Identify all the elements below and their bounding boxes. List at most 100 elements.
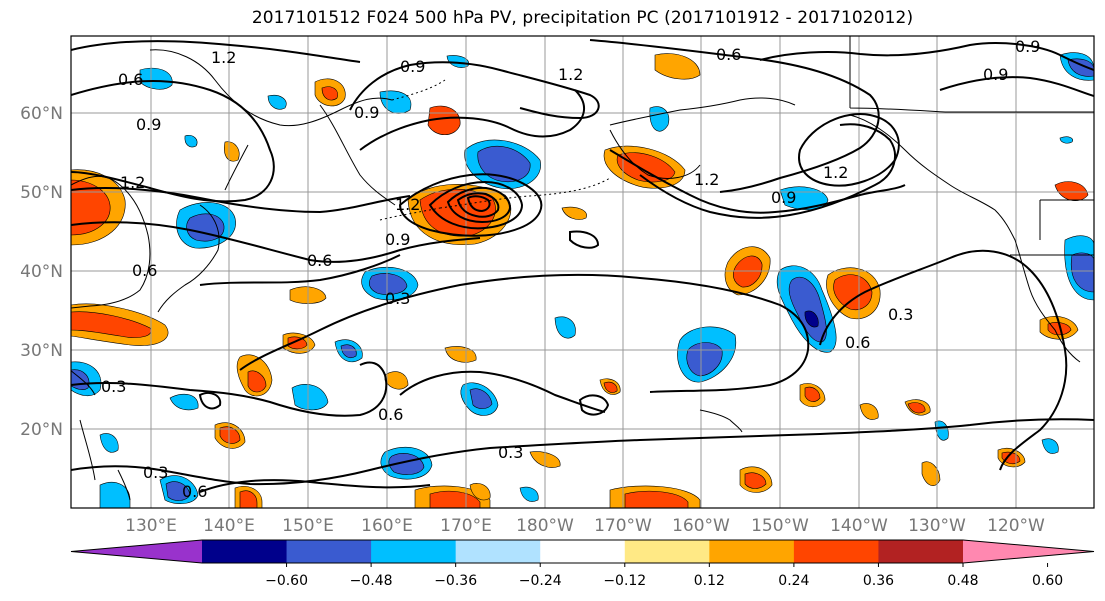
- pv-contour: [71, 361, 388, 417]
- colorbar-extend-low: [71, 540, 202, 563]
- precip-blob: [71, 179, 111, 236]
- precip-blob: [921, 461, 941, 486]
- coastline-aleutians: [379, 79, 611, 221]
- precip-blob: [907, 402, 926, 414]
- precip-blob: [804, 310, 819, 328]
- precip-blob: [833, 274, 873, 311]
- pv-contour: [569, 230, 600, 249]
- lat-label: 60°N: [20, 104, 63, 124]
- colorbar-segment: [371, 540, 457, 563]
- precip-blob: [1041, 438, 1059, 454]
- pv-contour: [428, 180, 524, 230]
- contour-label: 0.3: [385, 289, 410, 308]
- colorbar-tick-label: 0.36: [863, 573, 894, 589]
- precip-blob: [554, 316, 576, 339]
- lat-label: 50°N: [20, 183, 63, 203]
- pv-contour: [609, 149, 906, 214]
- coastline-islands: [71, 370, 131, 501]
- precip-blob: [139, 67, 173, 90]
- pv-contour: [239, 273, 810, 393]
- latitude-labels: 60°N 50°N 40°N 30°N 20°N: [20, 104, 63, 440]
- precip-blob: [224, 141, 240, 162]
- map-area: 1.2 0.6 0.9 0.9 0.6 0.9 0.9 1.2 0.9 1.2 …: [71, 36, 1094, 508]
- pv-contour: [71, 418, 1094, 486]
- contour-label: 1.2: [694, 170, 719, 189]
- colorbar-extend-high: [963, 540, 1094, 563]
- pv-contour: [798, 113, 900, 187]
- precip-blob: [368, 273, 408, 295]
- coastline-japan: [157, 144, 249, 313]
- graticule: [71, 36, 1094, 508]
- pv-contour: [71, 187, 411, 214]
- lon-label: 180°W: [516, 516, 574, 536]
- precip-blob: [321, 86, 338, 101]
- colorbar-outline: [70, 539, 1095, 564]
- contour-label: 0.6: [378, 405, 403, 424]
- precip-blob: [169, 393, 199, 411]
- lon-label: 160°E: [361, 516, 413, 536]
- precip-blob: [71, 311, 152, 338]
- lon-label: 170°E: [440, 516, 492, 536]
- precip-blob: [429, 490, 481, 508]
- precip-blob: [779, 186, 829, 210]
- precip-blob: [561, 206, 587, 220]
- lat-label: 30°N: [20, 341, 63, 361]
- colorbar-tick-label: −0.36: [434, 573, 477, 589]
- colorbar-segment: [286, 540, 372, 563]
- lon-label: 150°E: [282, 516, 334, 536]
- coastline-hawaii: [699, 409, 743, 433]
- pv-contour: [939, 76, 1094, 97]
- pv-contour: [819, 249, 1068, 471]
- lon-label: 130°E: [125, 516, 177, 536]
- lon-label: 160°W: [672, 516, 730, 536]
- precip-blob: [291, 384, 329, 411]
- precip-blob: [859, 403, 879, 420]
- pv-contour: [759, 42, 1094, 71]
- precip-blob: [654, 53, 701, 80]
- colorbar-tick-label: −0.24: [519, 573, 562, 589]
- coastline-kamchatka: [319, 104, 396, 206]
- contour-label: 0.3: [143, 463, 168, 482]
- contour-label: 1.2: [395, 195, 420, 214]
- colorbar-segment: [878, 540, 964, 563]
- lat-label: 40°N: [20, 262, 63, 282]
- lat-label: 20°N: [20, 420, 63, 440]
- colorbar-tick-label: 0.24: [778, 573, 809, 589]
- precip-blob: [477, 145, 531, 183]
- lon-label: 120°W: [987, 516, 1045, 536]
- longitude-labels: 130°E 140°E 150°E 160°E 170°E 180°W 170°…: [125, 516, 1045, 536]
- precip-blob: [384, 371, 409, 390]
- precip-blob: [469, 483, 491, 501]
- contour-label: 0.6: [118, 70, 143, 89]
- coastline-north-america: [849, 114, 1081, 363]
- contour-label: 0.9: [385, 230, 410, 249]
- lon-label: 140°W: [830, 516, 888, 536]
- colorbar-segment: [709, 540, 795, 563]
- precip-blob: [239, 490, 258, 508]
- precip-blob: [624, 490, 689, 508]
- pv-contour: [198, 392, 222, 410]
- contour-label: 0.6: [845, 333, 870, 352]
- contour-label: 1.2: [823, 163, 848, 182]
- contour-label: 0.9: [354, 103, 379, 122]
- contour-label: 1.2: [120, 173, 145, 192]
- contour-label: 0.9: [400, 57, 425, 76]
- colorbar-tick-label: 0.48: [947, 573, 978, 589]
- precip-blob: [267, 95, 287, 110]
- colorbar-segment: [540, 540, 626, 563]
- precip-blob: [99, 433, 119, 453]
- coastline-alaska: [609, 97, 796, 179]
- lon-label: 130°W: [908, 516, 966, 536]
- colorbar-tick-label: −0.48: [350, 573, 393, 589]
- map-title: 2017101512 F024 500 hPa PV, precipitatio…: [251, 8, 914, 28]
- contour-label: 0.9: [771, 188, 796, 207]
- precip-blob: [603, 381, 618, 393]
- precip-blob: [165, 481, 191, 501]
- lon-label: 140°E: [203, 516, 255, 536]
- precip-blob: [247, 370, 267, 393]
- political-boundaries: [849, 36, 1094, 256]
- precip-blob: [1070, 252, 1094, 293]
- contour-label: 0.9: [136, 115, 161, 134]
- precip-blob: [686, 342, 723, 377]
